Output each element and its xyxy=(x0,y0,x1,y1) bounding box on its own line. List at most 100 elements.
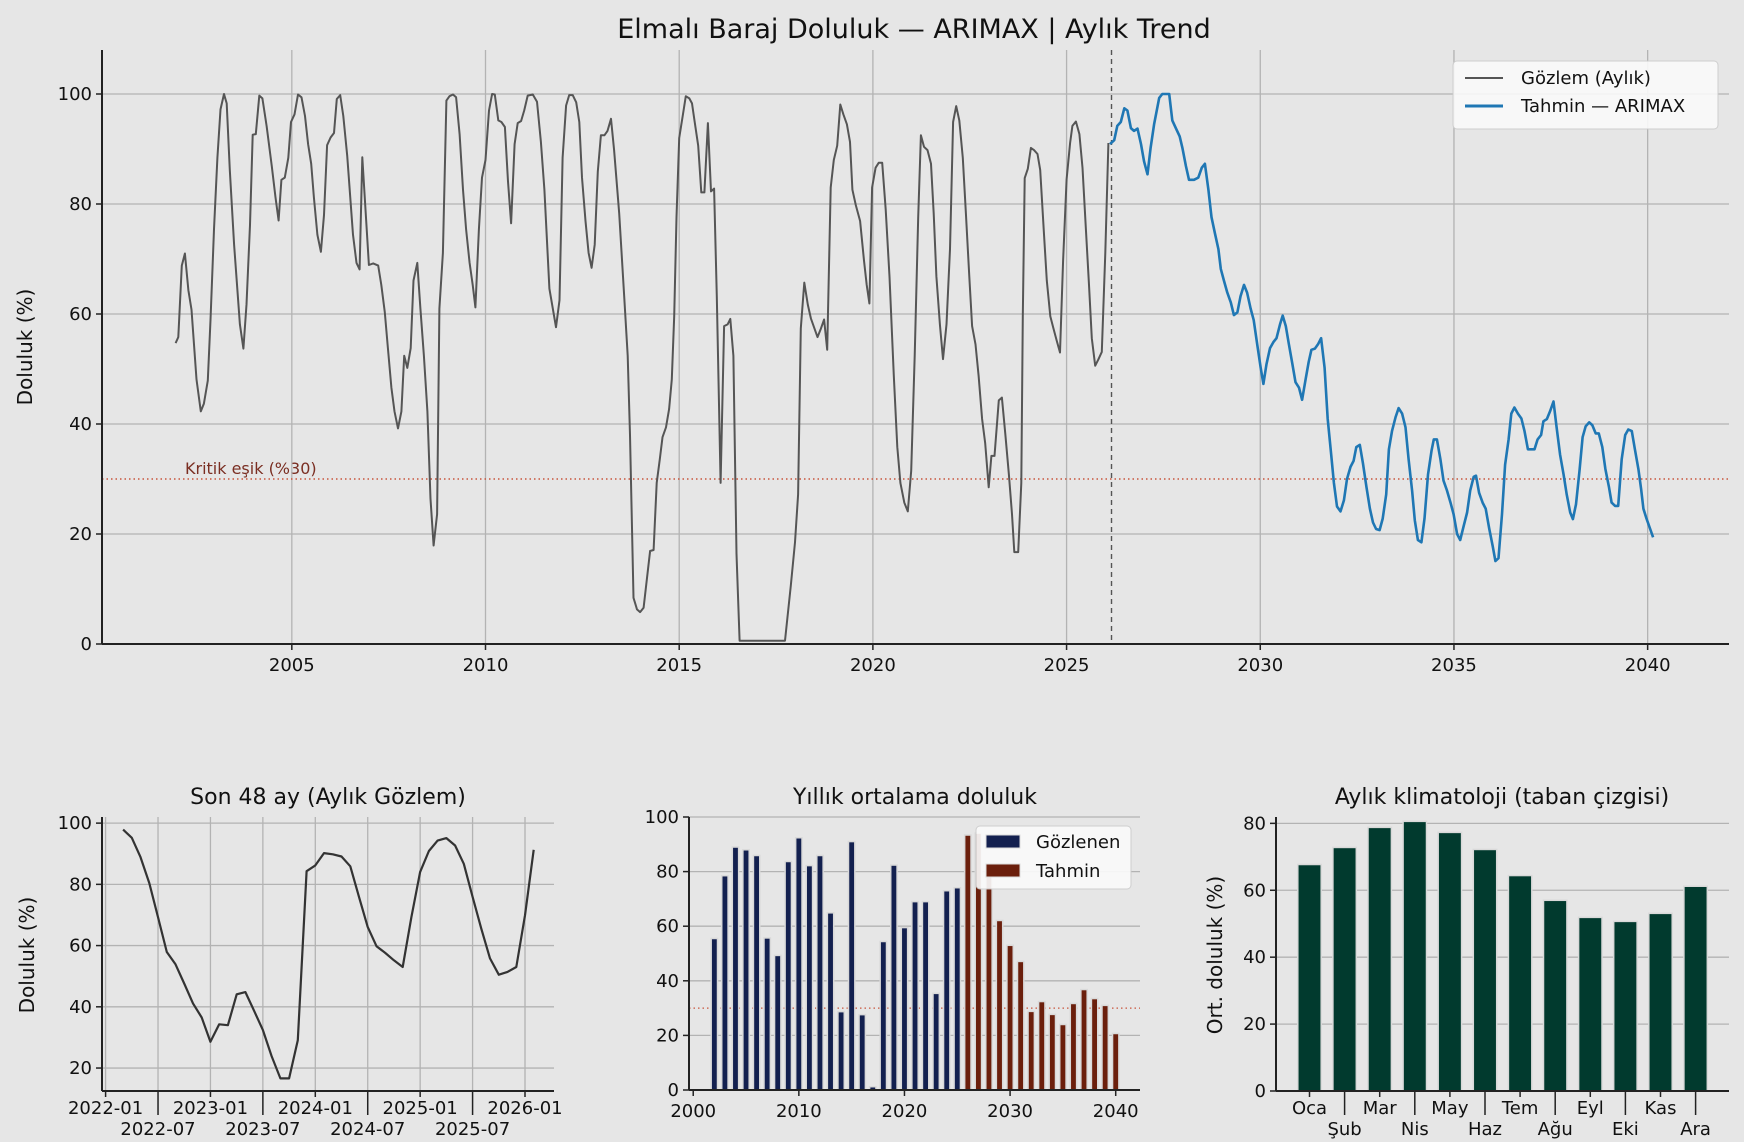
recent-y-axis-label: Doluluk (%) xyxy=(15,897,39,1014)
climatology-x-tick-label: Ara xyxy=(1680,1119,1711,1140)
recent-y-tick-label: 100 xyxy=(58,813,92,834)
observed-annual-bar xyxy=(911,900,919,1091)
annual-y-tick-label: 20 xyxy=(656,1025,679,1046)
climatology-x-tick-label: Nis xyxy=(1401,1119,1429,1140)
main-x-tick-label: 2035 xyxy=(1431,655,1477,676)
annual-legend: Gözlenen Tahmin xyxy=(975,825,1132,890)
main-x-tick-label: 2025 xyxy=(1044,655,1090,676)
climatology-bar-5 xyxy=(1472,848,1498,1092)
main-y-tick-label: 100 xyxy=(58,84,92,105)
observed-annual-bar xyxy=(805,864,814,1091)
recent-48-months-title: Son 48 ay (Aylık Gözlem) xyxy=(190,785,466,810)
legend-forecast-bar-swatch xyxy=(985,863,1021,878)
main-x-tick-label: 2030 xyxy=(1237,655,1283,676)
annual-y-tick-label: 40 xyxy=(656,971,679,992)
recent-x-tick-label: 2025-01 xyxy=(383,1098,458,1119)
annual-y-tick-label: 100 xyxy=(645,807,679,828)
annual-y-tick-label: 0 xyxy=(668,1080,679,1101)
legend-observed-bar-swatch xyxy=(985,834,1021,849)
main-y-tick-label: 20 xyxy=(69,524,92,545)
annual-y-tick-label: 60 xyxy=(656,916,679,937)
recent-x-tick-label: 2024-07 xyxy=(330,1119,405,1140)
annual-x-tick-label: 2000 xyxy=(670,1101,716,1122)
forecast-annual-bar xyxy=(985,865,993,1091)
annual-y-tick-label: 80 xyxy=(656,862,679,883)
climatology-bar-2 xyxy=(1367,826,1393,1092)
forecast-series-line xyxy=(1109,92,1655,563)
annual-mean-title: Yıllık ortalama doluluk xyxy=(792,785,1037,810)
recent-x-tick-label: 2022-07 xyxy=(120,1119,195,1140)
observed-annual-bar xyxy=(710,937,719,1091)
climatology-bar-3 xyxy=(1402,820,1428,1092)
forecast-annual-bar xyxy=(1048,1013,1057,1091)
climatology-x-tick-label: Mar xyxy=(1363,1098,1398,1119)
observed-annual-bar xyxy=(763,937,772,1091)
climatology-x-tick-label: Haz xyxy=(1468,1119,1502,1140)
recent-y-tick-label: 20 xyxy=(69,1058,92,1079)
climatology-y-tick-label: 40 xyxy=(1243,947,1266,968)
climatology-y-axis-label: Ort. doluluk (%) xyxy=(1203,876,1227,1034)
recent-y-tick-label: 80 xyxy=(69,874,92,895)
legend-observed-bar-label: Gözlenen xyxy=(1036,832,1120,853)
observed-annual-bar xyxy=(826,912,835,1091)
observed-annual-bar xyxy=(953,886,962,1091)
observed-annual-bar xyxy=(784,860,793,1091)
annual-x-tick-label: 2020 xyxy=(882,1101,928,1122)
observed-annual-bar xyxy=(900,926,909,1091)
climatology-bar-1 xyxy=(1332,846,1358,1092)
forecast-annual-bar xyxy=(1111,1032,1120,1091)
forecast-annual-bar xyxy=(1037,1000,1046,1091)
legend-forecast-label: Tahmin — ARIMAX xyxy=(1520,96,1685,117)
main-legend-box xyxy=(1452,60,1719,130)
observed-annual-bar xyxy=(858,1013,867,1091)
forecast-annual-bar xyxy=(1058,1023,1067,1091)
recent-series-line xyxy=(122,828,535,1080)
observed-annual-bar xyxy=(816,854,824,1091)
climatology-y-tick-label: 20 xyxy=(1243,1014,1266,1035)
main-y-axis-label: Doluluk (%) xyxy=(13,289,37,406)
climatology-bar-6 xyxy=(1507,874,1533,1092)
climatology-x-tick-label: Eki xyxy=(1612,1119,1639,1140)
forecast-annual-bar xyxy=(1090,997,1099,1091)
observed-annual-bar xyxy=(720,874,729,1091)
climatology-bar-7 xyxy=(1542,899,1568,1092)
main-y-tick-label: 60 xyxy=(69,304,92,325)
climatology-y-tick-label: 0 xyxy=(1255,1081,1266,1102)
main-x-tick-label: 2040 xyxy=(1625,655,1671,676)
climatology-bar-9 xyxy=(1612,920,1638,1092)
climatology-bar-11 xyxy=(1683,885,1709,1092)
recent-x-tick-label: 2022-01 xyxy=(68,1098,143,1119)
legend-observed-label: Gözlem (Aylık) xyxy=(1521,68,1651,89)
observed-annual-bar xyxy=(752,854,761,1091)
observed-annual-bar xyxy=(742,849,750,1091)
climatology-bar-8 xyxy=(1577,916,1603,1092)
forecast-annual-bar xyxy=(1080,988,1088,1091)
observed-annual-bar xyxy=(879,940,888,1091)
forecast-annual-bar xyxy=(1006,944,1015,1091)
recent-x-tick-label: 2023-01 xyxy=(173,1098,248,1119)
forecast-annual-bar xyxy=(1101,1004,1110,1091)
legend-forecast-bar-label: Tahmin xyxy=(1035,861,1100,882)
forecast-annual-bar xyxy=(1027,1010,1036,1091)
observed-annual-bar xyxy=(731,846,740,1091)
observed-annual-bar xyxy=(921,900,930,1091)
forecast-annual-bar xyxy=(963,834,972,1091)
climatology-x-tick-label: Ağu xyxy=(1538,1119,1573,1140)
climatology-x-tick-label: Oca xyxy=(1292,1098,1327,1119)
recent-y-tick-label: 40 xyxy=(69,997,92,1018)
climatology-x-tick-label: May xyxy=(1431,1098,1469,1119)
observed-series-line xyxy=(174,93,1110,642)
main-y-tick-label: 80 xyxy=(69,194,92,215)
annual-x-tick-label: 2030 xyxy=(987,1101,1033,1122)
main-y-tick-label: 40 xyxy=(69,414,92,435)
climatology-x-tick-label: Kas xyxy=(1645,1098,1677,1119)
forecast-annual-bar xyxy=(1016,960,1025,1091)
climatology-bar-4 xyxy=(1437,831,1463,1092)
observed-annual-bar xyxy=(794,836,803,1091)
recent-x-tick-label: 2025-07 xyxy=(435,1119,510,1140)
recent-x-tick-label: 2023-07 xyxy=(225,1119,300,1140)
forecast-annual-bar xyxy=(995,919,1004,1091)
observed-annual-bar xyxy=(932,992,941,1091)
observed-annual-bar xyxy=(773,954,782,1091)
